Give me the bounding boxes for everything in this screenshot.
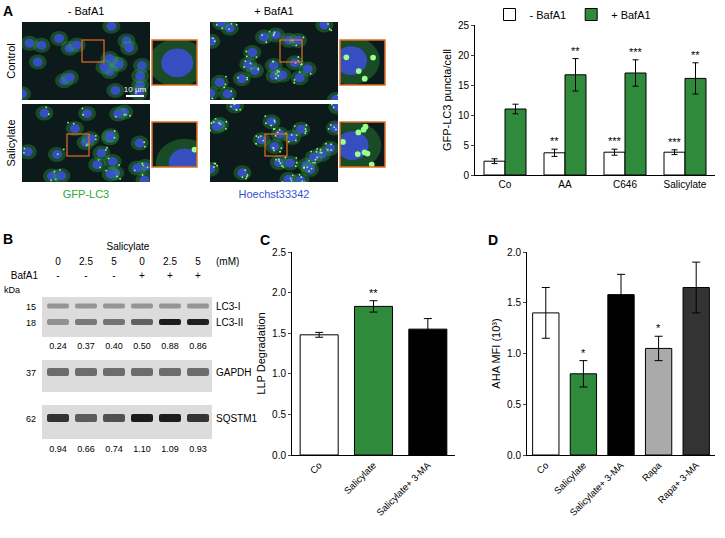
svg-text:Co: Co: [534, 460, 550, 476]
svg-text:5: 5: [195, 256, 201, 267]
svg-text:0.50: 0.50: [133, 341, 151, 351]
svg-text:Salicylate: Salicylate: [342, 460, 379, 497]
svg-text:20: 20: [458, 50, 470, 61]
svg-text:0.37: 0.37: [77, 341, 95, 351]
svg-text:D: D: [488, 232, 498, 248]
svg-text:***: ***: [668, 136, 682, 148]
svg-text:Hoechst33342: Hoechst33342: [239, 188, 310, 200]
svg-text:15: 15: [458, 80, 470, 91]
svg-text:0.40: 0.40: [105, 341, 123, 351]
svg-text:AA: AA: [558, 179, 572, 190]
svg-text:Co: Co: [499, 179, 512, 190]
svg-text:Salicylate: Salicylate: [5, 119, 17, 166]
svg-text:**: **: [691, 49, 700, 61]
svg-text:***: ***: [629, 46, 643, 58]
svg-text:**: **: [550, 135, 559, 147]
svg-text:5: 5: [111, 256, 117, 267]
svg-text:10 µm: 10 µm: [124, 85, 147, 94]
svg-text:0.0: 0.0: [272, 450, 286, 461]
svg-text:0: 0: [463, 170, 469, 181]
svg-text:5: 5: [463, 140, 469, 151]
svg-text:0.86: 0.86: [189, 341, 207, 351]
svg-text:0.0: 0.0: [507, 450, 521, 461]
svg-text:37: 37: [26, 368, 36, 378]
svg-text:- BafA1: - BafA1: [68, 5, 105, 17]
svg-text:(mM): (mM): [216, 256, 239, 267]
svg-text:*: *: [581, 347, 586, 359]
svg-text:10: 10: [458, 110, 470, 121]
svg-text:0.5: 0.5: [507, 399, 521, 410]
svg-text:0: 0: [55, 256, 61, 267]
svg-text:+: +: [167, 270, 173, 281]
svg-text:SQSTM1: SQSTM1: [216, 413, 258, 424]
svg-text:62: 62: [26, 414, 36, 424]
svg-text:1.0: 1.0: [272, 368, 286, 379]
svg-text:15: 15: [26, 302, 36, 312]
svg-text:Salicylate: Salicylate: [552, 460, 589, 497]
svg-text:GFP-LC3 puncta/cell: GFP-LC3 puncta/cell: [441, 49, 453, 151]
svg-text:BafA1: BafA1: [11, 270, 39, 281]
svg-text:+: +: [195, 270, 201, 281]
svg-text:GFP-LC3: GFP-LC3: [63, 188, 109, 200]
svg-text:0.5: 0.5: [272, 409, 286, 420]
svg-text:-: -: [56, 270, 59, 281]
svg-text:LLP Degradation: LLP Degradation: [255, 312, 267, 394]
svg-text:-: -: [112, 270, 115, 281]
svg-text:LC3-I: LC3-I: [216, 301, 240, 312]
svg-text:Salicylate: Salicylate: [107, 241, 150, 252]
svg-text:1.0: 1.0: [507, 348, 521, 359]
svg-text:*: *: [656, 322, 661, 334]
svg-text:Control: Control: [5, 43, 17, 78]
svg-text:25: 25: [458, 20, 470, 31]
svg-text:0.93: 0.93: [189, 444, 207, 454]
svg-text:2.0: 2.0: [507, 247, 521, 258]
svg-text:1.5: 1.5: [272, 328, 286, 339]
svg-text:0.88: 0.88: [161, 341, 179, 351]
svg-text:1.10: 1.10: [133, 444, 151, 454]
svg-text:**: **: [571, 45, 580, 57]
svg-text:A: A: [3, 3, 13, 19]
svg-text:B: B: [3, 231, 13, 247]
svg-text:Rapa: Rapa: [640, 459, 664, 483]
svg-text:18: 18: [26, 318, 36, 328]
svg-text:GAPDH: GAPDH: [216, 367, 252, 378]
svg-text:- BafA1: - BafA1: [530, 9, 567, 21]
svg-text:2.0: 2.0: [272, 287, 286, 298]
svg-text:Salicylate+ 3-MA: Salicylate+ 3-MA: [567, 459, 626, 518]
svg-text:0.74: 0.74: [105, 444, 123, 454]
svg-text:C: C: [260, 232, 270, 248]
svg-text:kDa: kDa: [4, 285, 20, 295]
svg-text:Rapa+ 3-MA: Rapa+ 3-MA: [655, 459, 701, 505]
svg-text:0: 0: [139, 256, 145, 267]
svg-text:1.09: 1.09: [161, 444, 179, 454]
svg-text:Co: Co: [308, 460, 324, 476]
svg-text:C646: C646: [613, 179, 637, 190]
svg-text:AHA MFI (10³): AHA MFI (10³): [490, 318, 502, 388]
svg-text:+ BafA1: + BafA1: [611, 9, 650, 21]
svg-text:2.5: 2.5: [79, 256, 93, 267]
svg-text:LC3-II: LC3-II: [216, 317, 243, 328]
svg-text:Salicylate: Salicylate: [664, 179, 707, 190]
svg-text:0.94: 0.94: [49, 444, 67, 454]
svg-text:0.66: 0.66: [77, 444, 95, 454]
svg-text:+: +: [139, 270, 145, 281]
svg-text:+ BafA1: + BafA1: [254, 5, 293, 17]
svg-text:2.5: 2.5: [272, 247, 286, 258]
svg-text:0.24: 0.24: [49, 341, 67, 351]
svg-text:**: **: [369, 287, 378, 299]
svg-text:2.5: 2.5: [163, 256, 177, 267]
svg-text:Salicylate+ 3-MA: Salicylate+ 3-MA: [374, 459, 433, 518]
svg-text:1.5: 1.5: [507, 297, 521, 308]
svg-text:***: ***: [608, 135, 622, 147]
svg-text:-: -: [84, 270, 87, 281]
